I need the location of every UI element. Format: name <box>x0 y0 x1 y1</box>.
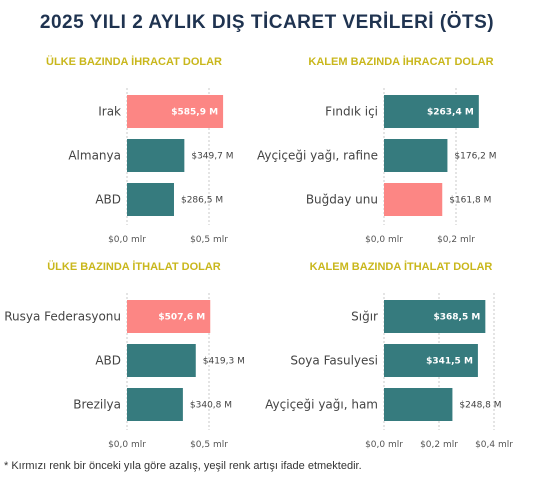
bar <box>127 388 183 421</box>
tick-label: $0,0 mlr <box>108 440 146 450</box>
tick-label: $0,4 mlr <box>475 440 513 450</box>
tick-label: $0,5 mlr <box>190 235 228 245</box>
bar <box>384 95 479 128</box>
data-label: $263,4 M <box>427 108 474 118</box>
tick-label: $0,0 mlr <box>108 235 146 245</box>
main-title: 2025 YILI 2 AYLIK DIŞ TİCARET VERİLERİ (… <box>39 12 495 33</box>
data-label: $286,5 M <box>181 196 223 206</box>
category-label: Irak <box>98 105 121 119</box>
bar <box>384 388 453 421</box>
bar <box>127 183 174 216</box>
bar <box>384 139 448 172</box>
category-label: Rusya Federasyonu <box>4 310 121 324</box>
bar <box>127 95 224 128</box>
data-label: $248,8 M <box>459 401 501 411</box>
category-label: Almanya <box>68 149 121 163</box>
category-label: Sığır <box>351 310 378 324</box>
panel-title: KALEM BAZINDA İTHALAT DOLAR <box>310 260 493 273</box>
category-label: ABD <box>95 193 121 207</box>
chart-import-country: ÜLKE BAZINDA İTHALAT DOLAR $0,0 mlr $0,5 m… <box>4 260 245 450</box>
category-label: Buğday unu <box>306 193 378 207</box>
data-label: $585,9 M <box>171 108 218 118</box>
data-label: $341,5 M <box>426 357 473 367</box>
category-label: Ayçiçeği yağı, ham <box>265 398 378 412</box>
bar <box>384 300 486 333</box>
tick-label: $0,2 mlr <box>420 440 458 450</box>
tick-label: $0,2 mlr <box>437 235 475 245</box>
data-label: $161,8 M <box>449 196 491 206</box>
tick-label: $0,5 mlr <box>190 440 228 450</box>
data-label: $419,3 M <box>203 357 245 367</box>
data-label: $349,7 M <box>191 152 233 162</box>
data-label: $507,6 M <box>158 313 205 323</box>
footnote: * Kırmızı renk bir önceki yıla göre azal… <box>4 460 362 472</box>
category-label: Soya Fasulyesi <box>290 354 378 368</box>
bar <box>384 183 443 216</box>
category-label: Brezilya <box>73 398 121 412</box>
data-label: $176,2 M <box>454 152 496 162</box>
category-label: Ayçiçeği yağı, rafine <box>257 149 378 163</box>
bar <box>127 300 211 333</box>
tick-label: $0,0 mlr <box>365 440 403 450</box>
bar <box>127 139 185 172</box>
category-label: ABD <box>95 354 121 368</box>
chart-import-item: KALEM BAZINDA İTHALAT DOLAR $0,0 mlr $0,2 … <box>265 260 513 450</box>
tick-label: $0,0 mlr <box>365 235 403 245</box>
chart-export-country: ÜLKE BAZINDA İHRACAT DOLAR $0,0 mlr $0,5 m… <box>46 55 233 245</box>
panel-title: ÜLKE BAZINDA İTHALAT DOLAR <box>47 260 221 273</box>
category-label: Fındık içi <box>325 105 378 119</box>
data-label: $340,8 M <box>190 401 232 411</box>
bar <box>384 344 478 377</box>
panel-title: ÜLKE BAZINDA İHRACAT DOLAR <box>46 55 222 68</box>
data-label: $368,5 M <box>434 313 481 323</box>
chart-export-item: KALEM BAZINDA İHRACAT DOLAR $0,0 mlr $0,2 … <box>257 55 497 245</box>
panel-title: KALEM BAZINDA İHRACAT DOLAR <box>308 55 493 68</box>
bar <box>127 344 196 377</box>
